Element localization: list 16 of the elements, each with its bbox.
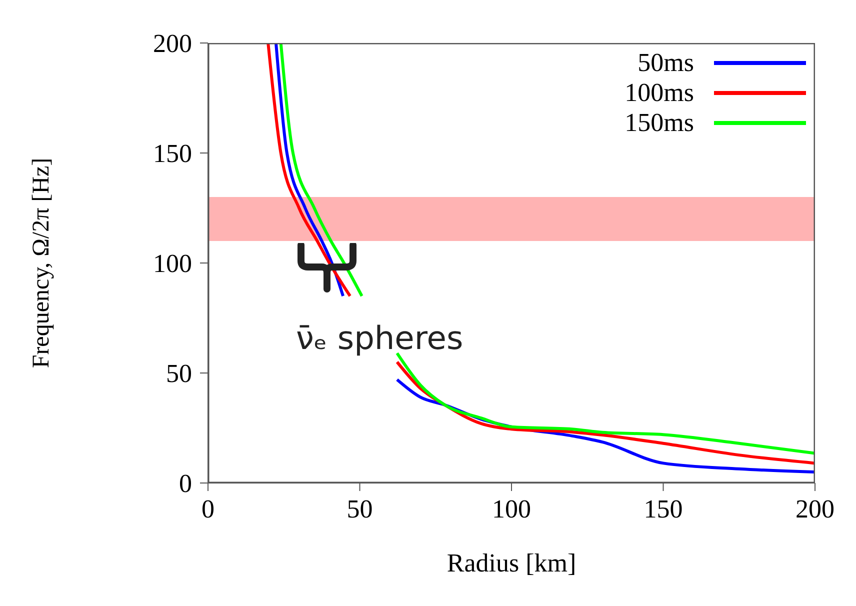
y-tick-label: 150 (153, 139, 192, 168)
legend-label: 50ms (638, 48, 694, 78)
y-tick-label: 100 (153, 249, 192, 278)
annotation: ν̄ₑ spheres (296, 318, 464, 358)
x-tick-label: 200 (796, 494, 834, 524)
y-axis-title: Frequency, Ω/2π [Hz] (28, 158, 55, 368)
y-tick-label: 200 (153, 29, 192, 58)
x-tick-label: 0 (202, 494, 214, 524)
legend-label: 100ms (624, 78, 694, 108)
y-tick-label: 50 (166, 359, 192, 388)
x-axis-title: Radius [km] (446, 548, 576, 578)
y-tick-label: 0 (179, 469, 192, 498)
x-tick-label: 50 (346, 494, 373, 524)
x-tick-label: 100 (492, 494, 531, 524)
x-tick-label: 150 (644, 494, 683, 524)
legend-label: 150ms (624, 108, 694, 138)
